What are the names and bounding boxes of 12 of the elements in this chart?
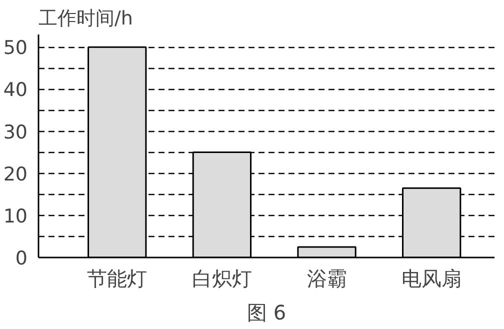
y-tick-label: 50 xyxy=(3,37,28,60)
y-tick-label: 0 xyxy=(15,248,28,270)
y-tick-label: 10 xyxy=(3,205,28,228)
x-tick-label: 浴霸 xyxy=(306,268,347,290)
x-tick-label: 电风扇 xyxy=(402,268,462,290)
y-tick-label: 30 xyxy=(3,121,28,144)
x-tick-label: 白炽灯 xyxy=(192,268,252,290)
y-tick-label: 20 xyxy=(3,163,28,186)
caption: 图 6 xyxy=(246,300,286,324)
x-tick-label: 节能灯 xyxy=(87,268,148,290)
y-tick-label: 40 xyxy=(3,79,28,102)
y-axis-title: 工作时间/h xyxy=(38,8,133,30)
